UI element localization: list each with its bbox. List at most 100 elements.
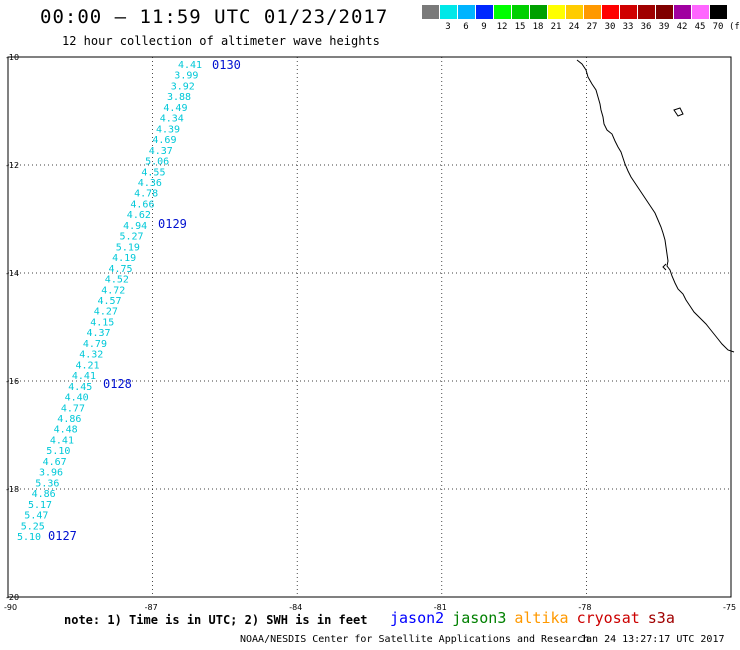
wave-height-label: 5.36 [35,478,59,489]
wave-height-label: 4.62 [127,210,151,221]
wave-height-label: 4.94 [123,221,147,232]
map-frame [7,56,732,598]
wave-height-label: 3.96 [39,468,63,479]
pass-time-label: 0130 [212,58,241,72]
longitude-tick-label: -90 [4,603,17,612]
wave-height-label: 4.41 [178,60,202,71]
wave-height-label: 3.88 [167,92,191,103]
satellite-legend: jason2 jason3 altika cryosat s3a [390,609,683,627]
legend-label: 27 [586,22,598,32]
wave-height-label: 3.92 [171,82,195,93]
wave-height-label: 4.41 [50,436,74,447]
wave-height-label: 4.72 [101,285,125,296]
legend-swatch [584,5,601,19]
legend-label: 12 [496,22,508,32]
wave-height-label: 4.86 [57,414,81,425]
wave-height-label: 4.78 [134,189,158,200]
wave-height-label: 4.77 [61,403,85,414]
legend-swatch [638,5,655,19]
legend-swatch [674,5,691,19]
wave-height-label: 4.21 [76,360,100,371]
wave-height-label: 5.10 [17,532,41,543]
wave-height-label: 4.79 [83,339,107,350]
wave-height-label: 4.15 [90,318,114,329]
legend-swatch [494,5,511,19]
pass-time-label: 0128 [103,377,132,391]
wave-height-label: 4.52 [105,275,129,286]
wave-height-label: 4.49 [163,103,187,114]
wave-height-label: 4.48 [54,425,78,436]
wave-height-label: 4.32 [79,350,103,361]
wave-height-label: 5.47 [24,511,48,522]
wave-height-label: 4.69 [152,135,176,146]
longitude-tick-label: -84 [289,603,302,612]
wave-height-label: 5.25 [21,521,45,532]
satellite-name: altika [514,609,569,627]
pass-time-label: 0129 [158,217,187,231]
legend-swatch [710,5,727,19]
wave-height-label: 5.17 [28,500,52,511]
legend-label: 21 [550,22,562,32]
legend-swatch [458,5,475,19]
legend-label: 42 [676,22,688,32]
legend-label: 30 [604,22,616,32]
legend-label: 3 [445,22,451,32]
legend-swatch [692,5,709,19]
wave-height-label: 4.39 [156,124,180,135]
legend-label: 33 [622,22,634,32]
longitude-tick-label: -81 [434,603,447,612]
legend-swatch [476,5,493,19]
legend-label: 9 [481,22,487,32]
wave-height-label: 4.37 [149,146,173,157]
latitude-tick-label: -14 [6,269,19,278]
longitude-tick-label: -75 [723,603,736,612]
satellite-name: jason2 [390,609,445,627]
wave-height-label: 5.27 [120,232,144,243]
legend-swatch [656,5,673,19]
legend-label: 36 [640,22,652,32]
satellite-name: cryosat [576,609,640,627]
legend-swatch [422,5,439,19]
latitude-tick-label: -18 [6,485,19,494]
generation-timestamp: Jan 24 13:27:17 UTC 2017 [580,634,725,645]
wave-height-label: 4.27 [94,307,118,318]
wave-height-label: 4.34 [160,114,184,125]
latitude-labels: -10 -12 -14 -16 -18 -20 [6,53,19,602]
legend-swatch [566,5,583,19]
wave-height-label: 4.36 [138,178,162,189]
wave-height-label: 4.19 [112,253,136,264]
legend-label: 39 [658,22,670,32]
legend-label: 6 [463,22,469,32]
wave-height-label: 4.45 [68,382,92,393]
wave-height-label: 4.86 [32,489,56,500]
legend-label: 70 [712,22,724,32]
latitude-tick-label: -12 [6,161,19,170]
satellite-name: jason3 [452,609,507,627]
legend-label: 18 [532,22,544,32]
wave-height-label: 4.55 [141,167,165,178]
wave-height-label: 3.99 [174,71,198,82]
legend-swatch [548,5,565,19]
legend-unit: (ft) [729,22,740,32]
wave-height-label: 4.75 [109,264,133,275]
wave-height-label: 5.06 [145,157,169,168]
latitude-tick-label: -20 [6,593,19,602]
wave-height-label: 4.40 [65,393,89,404]
wave-height-label: 5.10 [46,446,70,457]
longitude-tick-label: -78 [578,603,591,612]
coastline [576,59,735,353]
longitude-labels: -90 -87 -84 -81 -78 -75 [4,603,736,612]
legend-swatch [512,5,529,19]
wave-height-label: 4.66 [130,200,154,211]
map-title: 00:00 – 11:59 UTC 01/23/2017 [40,6,389,28]
legend-swatch [530,5,547,19]
wave-height-label: 5.19 [116,242,140,253]
latitude-tick-label: -10 [6,53,19,62]
legend-label: 45 [694,22,706,32]
map-grid [7,56,732,598]
wave-height-label: 4.57 [98,296,122,307]
coast-inlet [662,263,667,271]
pass-time-labels: 0130 0129 0128 0127 [48,58,241,543]
wave-height-track: 4.413.993.923.884.494.344.394.694.375.06… [17,60,202,543]
